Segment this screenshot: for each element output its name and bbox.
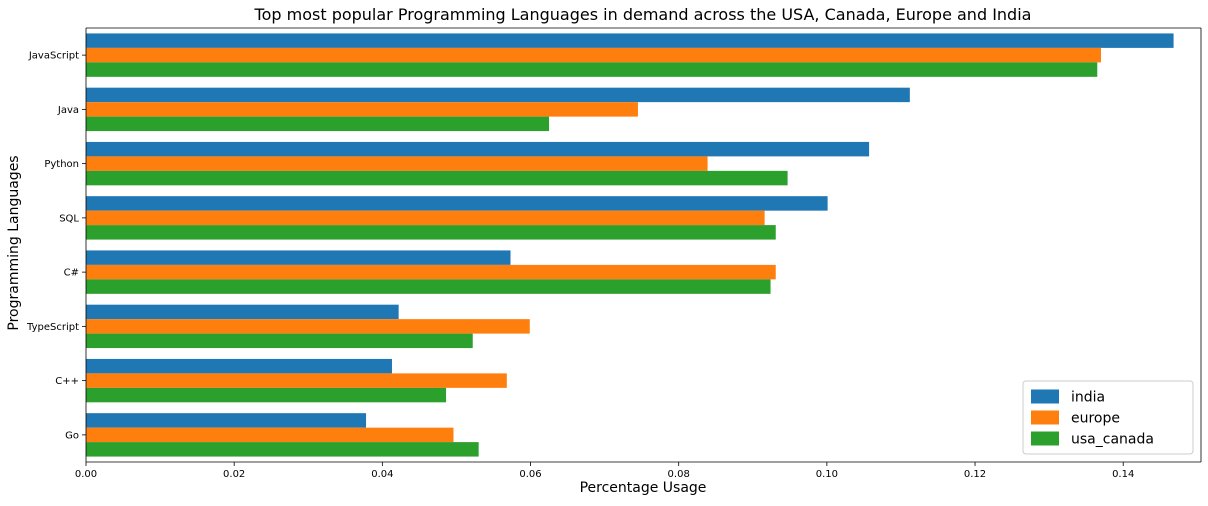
- x-tick-label: 0.12: [964, 469, 986, 480]
- y-tick-label: TypeScript: [26, 322, 79, 333]
- x-tick-label: 0.00: [75, 469, 97, 480]
- bar-usa_canada-javascript: [86, 62, 1098, 77]
- bars-layer: [86, 33, 1174, 457]
- bar-usa_canada-java: [86, 116, 550, 132]
- y-tick-label: C++: [55, 376, 79, 387]
- legend-swatch-usa_canada: [1031, 431, 1059, 446]
- bar-india-javascript: [86, 33, 1174, 48]
- bar-usa_canada-sql: [86, 225, 776, 240]
- x-tick-label: 0.08: [668, 469, 690, 480]
- y-tick-label: SQL: [59, 213, 79, 224]
- x-tick-label: 0.04: [371, 469, 393, 480]
- bar-india-go: [86, 413, 367, 428]
- y-tick-label: JavaScript: [28, 51, 79, 62]
- bar-usa_canada-go: [86, 442, 479, 457]
- y-tick-label: Go: [65, 430, 79, 441]
- axes-layer: 0.00 0.02 0.04 0.06 0.08 0.10 0.12 0.14 JavaScri…: [26, 27, 1202, 480]
- y-tick-label: Java: [57, 105, 79, 116]
- bar-india-c: [86, 250, 511, 265]
- y-axis-label: Programming Languages: [6, 155, 22, 330]
- x-tick-label: 0.06: [519, 469, 541, 480]
- bar-india-typescript: [86, 304, 399, 320]
- x-axis-label: Percentage Usage: [580, 480, 707, 496]
- legend-label-usa_canada: usa_canada: [1071, 432, 1154, 448]
- bar-europe-python: [86, 156, 708, 171]
- bar-india-java: [86, 87, 910, 103]
- legend-label-india: india: [1071, 390, 1105, 406]
- bar-europe-sql: [86, 210, 765, 226]
- legend-swatch-europe: [1031, 410, 1059, 425]
- bar-europe-typescript: [86, 319, 530, 334]
- bar-india-python: [86, 141, 870, 157]
- legend-swatch-india: [1031, 389, 1059, 404]
- legend-label-europe: europe: [1071, 411, 1120, 427]
- x-tick-label: 0.02: [223, 469, 245, 480]
- x-tick-label: 0.14: [1112, 469, 1134, 480]
- bar-usa_canada-typescript: [86, 333, 473, 349]
- bar-europe-javascript: [86, 47, 1101, 63]
- bar-india-sql: [86, 196, 828, 211]
- bar-europe-go: [86, 427, 454, 443]
- bar-usa_canada-c: [86, 279, 771, 294]
- legend: india europe usa_canada: [1022, 380, 1194, 455]
- chart-title: Top most popular Programming Languages i…: [254, 5, 1032, 24]
- bar-europe-c: [86, 264, 776, 280]
- legend-frame: [1022, 380, 1194, 455]
- bar-usa_canada-c: [86, 387, 447, 403]
- bar-europe-c: [86, 373, 507, 388]
- bar-europe-java: [86, 102, 638, 117]
- y-tick-label: C#: [64, 268, 79, 279]
- bar-india-c: [86, 358, 392, 374]
- bar-usa_canada-python: [86, 170, 788, 186]
- y-tick-label: Python: [44, 159, 79, 170]
- x-tick-label: 0.10: [816, 469, 838, 480]
